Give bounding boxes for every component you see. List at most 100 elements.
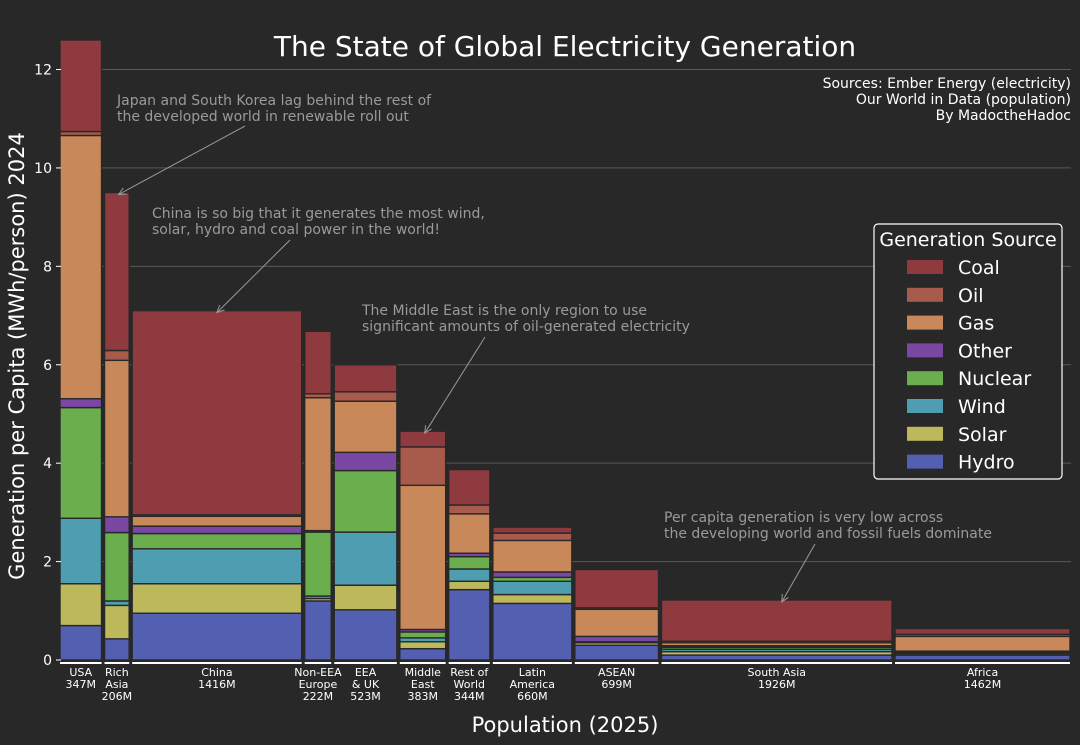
- bar-segment-solar: [333, 584, 398, 611]
- annotation-line: Japan and South Korea lag behind the res…: [116, 93, 432, 109]
- bar-segment-gas: [59, 134, 103, 400]
- annotation-line: the developing world and fossil fuels do…: [664, 526, 992, 542]
- bar-segment-wind: [492, 580, 573, 596]
- bar-segment-wind: [59, 517, 103, 585]
- sources-line-1: Sources: Ember Energy (electricity): [823, 76, 1071, 92]
- y-axis-label: Generation per Capita (MWh/person) 2024: [5, 132, 29, 580]
- bar-segment-gas: [103, 359, 130, 518]
- x-tick-label-line: Rest of: [450, 666, 489, 679]
- bar-segment-other: [59, 398, 103, 409]
- y-tick-label: 4: [43, 456, 52, 472]
- bar-segment-hydro: [399, 647, 447, 661]
- x-tick-label-line: 699M: [601, 678, 632, 691]
- annotation-text: The Middle East is the only region to us…: [361, 303, 690, 335]
- x-tick-label-line: 1416M: [198, 678, 236, 691]
- legend-swatch-other: [907, 343, 943, 358]
- annotation-arrowhead: [424, 425, 432, 435]
- annotation-arrow: [424, 336, 486, 434]
- bar-segment-coal: [894, 627, 1071, 636]
- annotation-arrow: [216, 239, 291, 313]
- x-tick-label-line: South Asia: [747, 666, 806, 679]
- bar-segment-oil: [103, 349, 130, 362]
- annotation-text: Japan and South Korea lag behind the res…: [116, 93, 432, 125]
- bar-segment-gas: [131, 515, 303, 527]
- legend-label-solar: Solar: [958, 424, 1007, 446]
- annotation-arrow: [118, 125, 246, 195]
- annotation-arrowhead: [117, 187, 127, 196]
- legend-label-gas: Gas: [958, 313, 994, 335]
- x-tick-label-line: Latin: [519, 666, 546, 679]
- bar-segment-nuclear: [333, 469, 398, 533]
- x-tick-label-line: 344M: [454, 690, 485, 703]
- bar-segment-wind: [447, 568, 491, 582]
- bar-segment-solar: [131, 583, 303, 614]
- bar-segment-coal: [59, 39, 103, 133]
- bar-segment-solar: [59, 583, 103, 627]
- bar-segment-oil: [399, 446, 447, 487]
- annotation-line: The Middle East is the only region to us…: [361, 303, 647, 319]
- x-tick-label-line: 383M: [408, 690, 439, 703]
- sources-line-2: Our World in Data (population): [856, 92, 1071, 108]
- bar-segment-other: [574, 635, 660, 643]
- bar-segment-gas: [894, 635, 1071, 652]
- legend-label-nuclear: Nuclear: [958, 368, 1031, 390]
- x-tick-label-line: & UK: [352, 678, 380, 691]
- y-tick-label: 2: [43, 555, 52, 571]
- bar-segment-wind: [131, 548, 303, 585]
- x-tick-label: Middle East 383M: [405, 666, 442, 703]
- x-tick-label: Latin America 660M: [510, 666, 555, 703]
- bar-segment-hydro: [894, 654, 1071, 661]
- bar-segment-solar: [447, 580, 491, 591]
- bar-segment-gas: [303, 397, 332, 532]
- bar-segment-oil: [447, 504, 491, 515]
- bar-segment-hydro: [660, 654, 893, 661]
- annotation-arrowhead: [216, 304, 225, 314]
- bar-segment-other: [492, 571, 573, 579]
- x-tick-label-line: 1926M: [758, 678, 796, 691]
- annotation-line: significant amounts of oil-generated ele…: [362, 319, 690, 335]
- bar-segment-hydro: [447, 588, 491, 661]
- bar-segment-coal: [574, 568, 660, 609]
- bar-segment-coal: [447, 468, 491, 506]
- x-tick-label: USA 347M: [66, 666, 97, 691]
- bar-segment-other: [103, 516, 130, 534]
- legend-label-oil: Oil: [958, 285, 984, 307]
- bar-segment-hydro: [574, 644, 660, 661]
- x-tick-label-line: EEA: [355, 666, 377, 679]
- legend-box: [873, 223, 1063, 480]
- bar-segment-hydro: [59, 624, 103, 661]
- bar-segment-gas: [492, 539, 573, 573]
- bar-segment-coal: [399, 430, 447, 448]
- y-tick-label: 10: [34, 161, 52, 177]
- legend-swatch-nuclear: [907, 371, 943, 386]
- x-tick-label-line: Rich: [105, 666, 129, 679]
- x-tick-label-line: USA: [69, 666, 92, 679]
- legend-label-wind: Wind: [958, 396, 1006, 418]
- x-tick-label: South Asia 1926M: [747, 666, 806, 691]
- bar-segment-gas: [574, 608, 660, 638]
- chart-title: The State of Global Electricity Generati…: [273, 30, 856, 63]
- annotations: Japan and South Korea lag behind the res…: [116, 93, 992, 603]
- y-tick-label: 6: [43, 358, 52, 374]
- x-axis-label: Population (2025): [472, 713, 659, 737]
- legend-swatch-coal: [907, 260, 943, 274]
- legend-items: Coal Oil Gas Other Nuclear Wind Solar Hydro: [907, 257, 1031, 474]
- bar-segment-oil: [492, 532, 573, 542]
- x-tick-label: Rich Asia 206M: [102, 666, 133, 703]
- y-tick-label: 12: [34, 63, 52, 79]
- bar-segment-hydro: [303, 600, 332, 661]
- annotation-arrowhead: [781, 593, 789, 603]
- x-tick-label-line: World: [453, 678, 485, 691]
- bar-segment-nuclear: [447, 555, 491, 570]
- bar-segment-gas: [399, 484, 447, 631]
- x-tick-label: Rest of World 344M: [450, 666, 489, 703]
- legend-label-coal: Coal: [958, 257, 1000, 279]
- bar-segment-solar: [492, 593, 573, 605]
- x-tick-label: ASEAN 699M: [598, 666, 635, 691]
- legend-title: Generation Source: [879, 229, 1056, 251]
- annotation-line: solar, hydro and coal power in the world…: [152, 222, 440, 238]
- x-tick-label-line: ASEAN: [598, 666, 635, 679]
